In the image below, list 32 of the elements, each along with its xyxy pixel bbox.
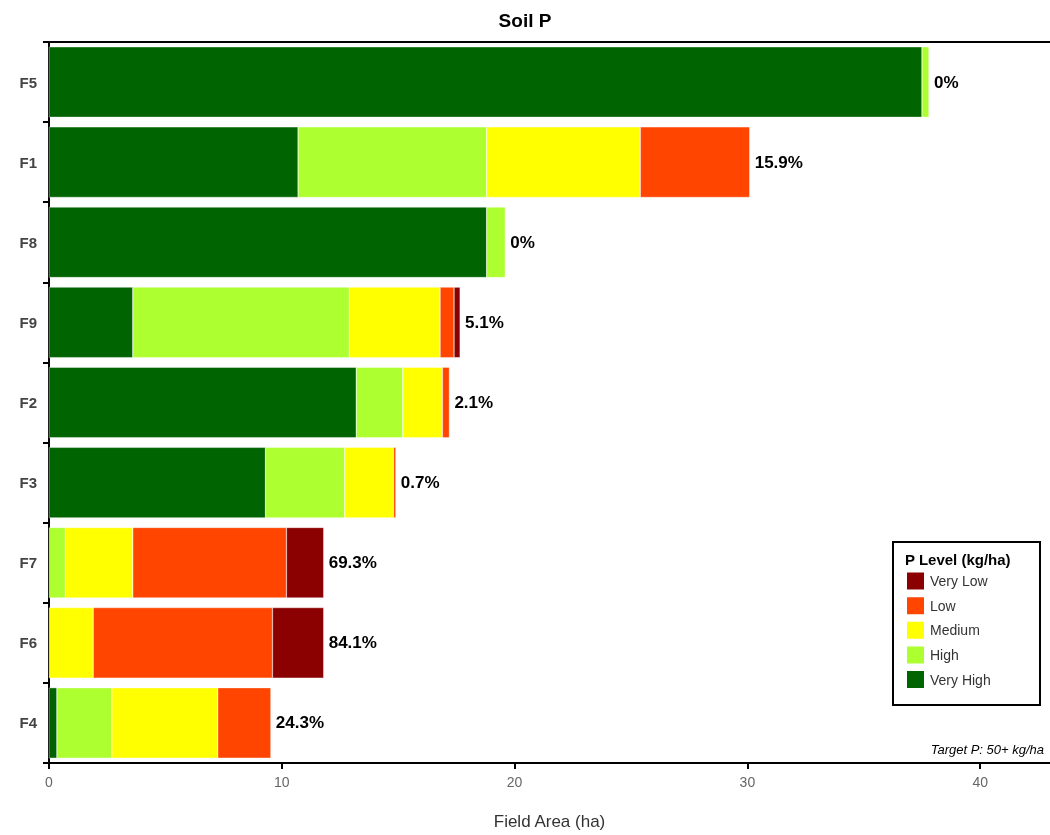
x-tick-label: 20 <box>506 774 523 790</box>
y-tick-label: F3 <box>19 474 37 492</box>
x-axis-title: Field Area (ha) <box>493 812 606 831</box>
y-tick-label: F5 <box>19 73 37 91</box>
x-tick-label: 30 <box>739 774 756 790</box>
y-tick-label: F6 <box>19 634 37 652</box>
x-tick-label: 10 <box>274 774 290 790</box>
legend-label: Very Low <box>930 573 989 590</box>
annotation: 2.1% <box>454 393 494 412</box>
annotation: 15.9% <box>754 152 803 172</box>
annotation: 69.3% <box>328 553 377 573</box>
annotation: 0% <box>510 232 535 252</box>
chart-title: Soil P <box>498 10 552 31</box>
x-tick-label: 0 <box>45 774 54 790</box>
y-tick-label: F9 <box>19 313 37 331</box>
y-tick-label: F2 <box>19 394 37 411</box>
legend-label: Low <box>930 597 957 614</box>
legend-label: Very High <box>930 671 991 688</box>
legend-label: Medium <box>930 622 980 639</box>
y-tick-label: F7 <box>19 554 37 572</box>
x-tick-label: 40 <box>972 774 989 790</box>
annotation: 0.7% <box>400 473 440 493</box>
annotation: 0% <box>933 72 959 92</box>
legend-title: P Level (kg/ha) <box>905 551 1011 568</box>
y-tick-label: F4 <box>19 714 38 732</box>
annotation: 84.1% <box>328 633 377 653</box>
y-tick-label: F8 <box>19 233 37 251</box>
y-tick-label: F1 <box>19 153 37 171</box>
annotation: Target P: 50+ kg/ha <box>930 742 1045 757</box>
annotation: 24.3% <box>275 713 325 733</box>
legend-label: High <box>930 646 959 663</box>
annotation: 5.1% <box>465 312 504 332</box>
